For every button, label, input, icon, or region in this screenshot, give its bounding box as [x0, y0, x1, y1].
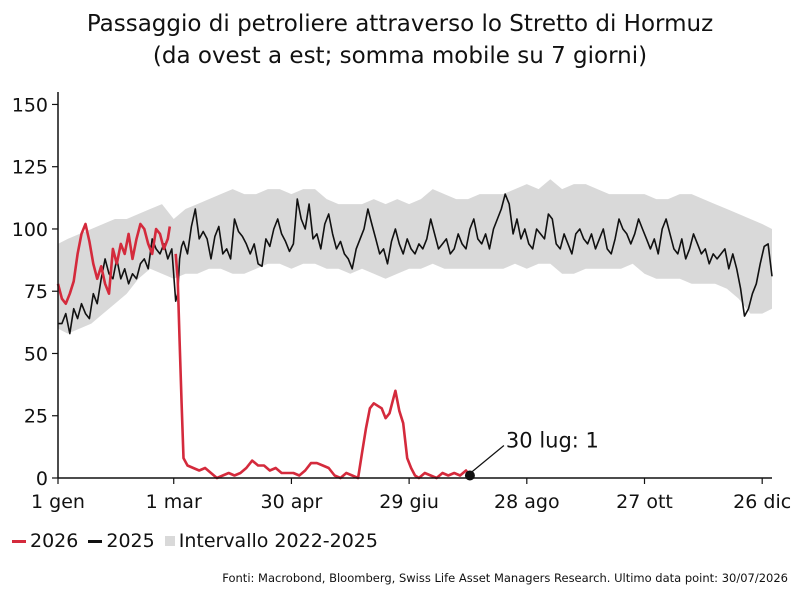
- y-tick-label-50: 50: [24, 343, 48, 365]
- x-tick-label-5: 27 ott: [616, 491, 673, 513]
- legend-item-2025: 2025: [88, 530, 155, 552]
- x-tick-label-6: 26 dic: [733, 491, 791, 513]
- series-line-2026-0: [56, 222, 172, 306]
- legend-item-band: Intervallo 2022-2025: [164, 530, 378, 552]
- legend-swatch-band: [164, 536, 175, 546]
- x-tick-label-2: 30 apr: [261, 491, 323, 513]
- annotation-label: 30 lug: 1: [506, 429, 599, 453]
- source-note: Fonti: Macrobond, Bloomberg, Swiss Life …: [222, 571, 788, 585]
- legend-label-band: Intervallo 2022-2025: [178, 530, 378, 552]
- y-tick-label-0: 0: [36, 468, 48, 490]
- chart-title-line-1: Passaggio di petroliere attraverso lo St…: [86, 11, 714, 37]
- series-line-2026-1: [174, 253, 471, 480]
- legend-label-2026: 2026: [30, 530, 79, 552]
- legend-swatch-2025: [88, 539, 103, 543]
- x-tick-label-3: 29 giu: [379, 491, 439, 513]
- last-data-point-marker: [464, 470, 475, 481]
- band-layer: [58, 179, 772, 334]
- y-tick-label-150: 150: [12, 94, 48, 116]
- axes-layer: 0 25 50 75 100 125 150 1 gen 1 mar 30 apr 29 giu 28…: [12, 92, 791, 513]
- band-range-2022-2025: [58, 179, 772, 334]
- y-tick-label-25: 25: [24, 406, 48, 428]
- series-layer: [56, 193, 773, 480]
- legend: 2026 2025 Intervallo 2022-2025: [12, 530, 388, 552]
- x-tick-label-1: 1 mar: [146, 491, 202, 513]
- y-tick-label-125: 125: [12, 157, 48, 179]
- annotation-layer: 30 lug: 1: [464, 429, 599, 481]
- legend-swatch-2026: [12, 539, 26, 543]
- annotation-leader: [469, 445, 505, 474]
- chart-title: Passaggio di petroliere attraverso lo St…: [0, 8, 800, 72]
- chart-title-line-2: (da ovest a est; somma mobile su 7 giorn…: [152, 43, 648, 69]
- x-tick-label-4: 28 ago: [494, 491, 560, 513]
- legend-label-2025: 2025: [106, 530, 155, 552]
- y-tick-label-100: 100: [12, 219, 48, 241]
- legend-item-2026: 2026: [12, 530, 78, 552]
- y-tick-label-75: 75: [24, 281, 48, 303]
- x-tick-label-0: 1 gen: [31, 491, 85, 513]
